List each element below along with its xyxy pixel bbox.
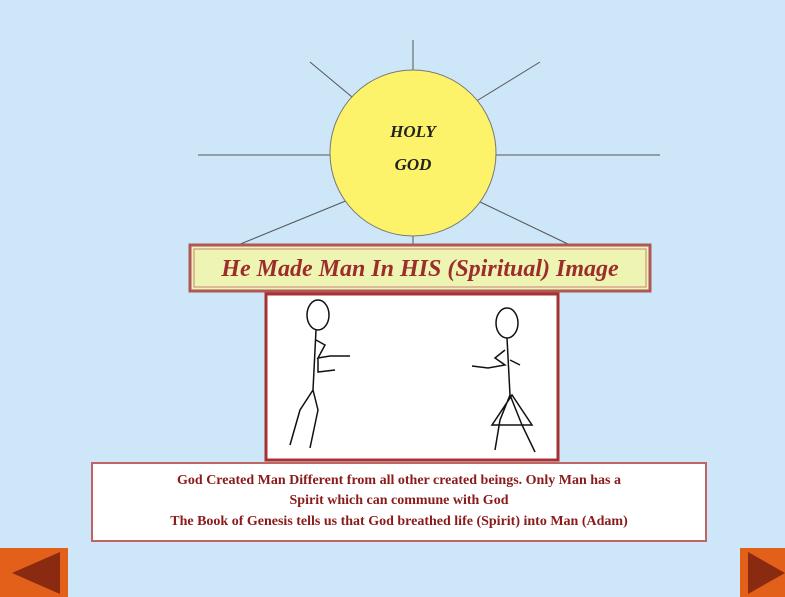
picture-box: [266, 294, 558, 460]
slide: HOLY GOD He Made Man In HIS (Spiritual) …: [0, 0, 785, 597]
sun: [330, 70, 496, 236]
sun-text: HOLY: [389, 122, 437, 141]
sun-text: GOD: [395, 155, 432, 174]
caption-text: Spirit which can commune with God: [290, 493, 509, 508]
banner-text: He Made Man In HIS (Spiritual) Image: [220, 256, 619, 282]
page: HOLY GOD He Made Man In HIS (Spiritual) …: [0, 0, 785, 597]
next-button[interactable]: [740, 548, 785, 597]
caption-text: God Created Man Different from all other…: [177, 473, 621, 488]
prev-button[interactable]: [0, 548, 68, 597]
caption-text: The Book of Genesis tells us that God br…: [170, 514, 628, 529]
